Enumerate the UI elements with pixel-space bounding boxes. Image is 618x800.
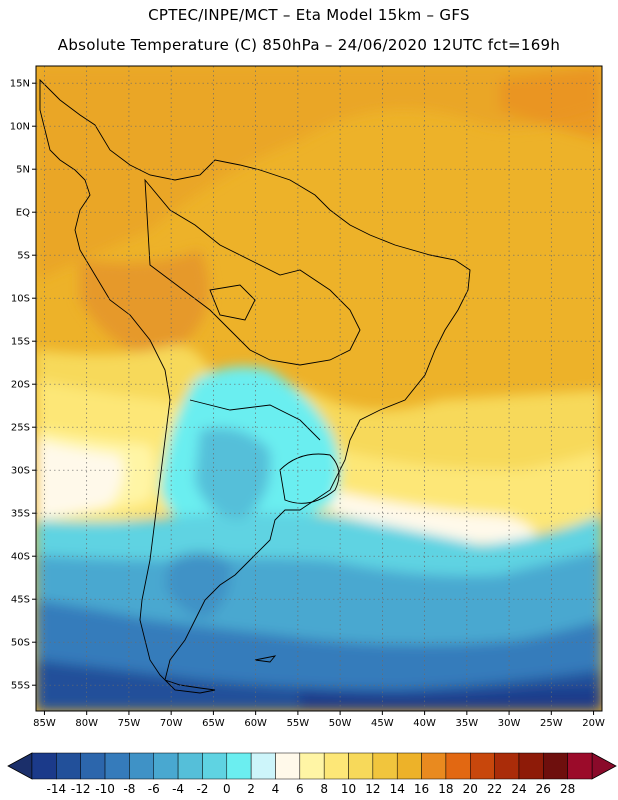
colorbar-tick-label: -12 bbox=[71, 782, 91, 796]
colorbar: -14 -12 -10 -8 -6 -4 -2 0 2 4 6 8 10 12 14 16 18 20 22 24 26… bbox=[7, 752, 617, 796]
colorbar-tick-label: -2 bbox=[196, 782, 208, 796]
lat-label: 10N bbox=[10, 122, 30, 133]
lat-label: 50S bbox=[11, 638, 30, 649]
lat-label: 15N bbox=[10, 79, 30, 90]
lon-label: 35W bbox=[456, 718, 479, 729]
colorbar-swatch bbox=[494, 752, 520, 780]
colorbar-tick-label: 10 bbox=[341, 782, 356, 796]
lat-label: 5S bbox=[17, 251, 30, 262]
lon-label: 75W bbox=[118, 718, 141, 729]
lat-label: 15S bbox=[11, 337, 30, 348]
colorbar-swatch bbox=[299, 752, 325, 780]
colorbar-over-arrow bbox=[591, 752, 617, 780]
lon-label: 40W bbox=[413, 718, 436, 729]
lat-label: 35S bbox=[11, 509, 30, 520]
lat-label: 25S bbox=[11, 423, 30, 434]
colorbar-swatch bbox=[396, 752, 422, 780]
colorbar-tick-label: 0 bbox=[223, 782, 231, 796]
colorbar-swatch bbox=[470, 752, 495, 780]
colorbar-tick-label: 20 bbox=[463, 782, 478, 796]
colorbar-tick-label: 28 bbox=[560, 782, 575, 796]
lat-label: 5N bbox=[16, 165, 30, 176]
colorbar-swatch bbox=[567, 752, 593, 780]
lat-label: 40S bbox=[11, 552, 30, 563]
lat-label: 55S bbox=[11, 681, 30, 692]
colorbar-tick-label: -6 bbox=[148, 782, 160, 796]
latitude-labels: 15N 10N 5N EQ 5S 10S 15S 20S 25S 30S 35S 40S 45S 50S 5… bbox=[10, 79, 36, 692]
colorbar-tick-label: 14 bbox=[390, 782, 405, 796]
colorbar-swatch bbox=[104, 752, 130, 780]
lon-label: 60W bbox=[244, 718, 267, 729]
colorbar-tick-label: 8 bbox=[320, 782, 328, 796]
longitude-labels: 85W 80W 75W 70W 65W 60W 55W 50W 45W 40W 35W 30W 25W 2… bbox=[33, 711, 605, 729]
colorbar-swatch bbox=[226, 752, 252, 780]
colorbar-swatch bbox=[348, 752, 374, 780]
colorbar-swatch bbox=[202, 752, 228, 780]
colorbar-swatch bbox=[445, 752, 471, 780]
colorbar-swatch bbox=[421, 752, 447, 780]
lon-label: 20W bbox=[582, 718, 605, 729]
colorbar-tick-label: 18 bbox=[438, 782, 453, 796]
colorbar-swatch bbox=[323, 752, 349, 780]
lon-label: 50W bbox=[329, 718, 352, 729]
chart-title-line2: Absolute Temperature (C) 850hPa – 24/06/… bbox=[57, 36, 561, 54]
lon-label: 25W bbox=[540, 718, 563, 729]
lat-label: 30S bbox=[11, 466, 30, 477]
lon-label: 45W bbox=[371, 718, 394, 729]
colorbar-tick-label: 2 bbox=[247, 782, 255, 796]
colorbar-tick-label: 4 bbox=[272, 782, 280, 796]
lon-label: 85W bbox=[33, 718, 56, 729]
colorbar-tick-label: 22 bbox=[487, 782, 502, 796]
colorbar-tick-label: 24 bbox=[511, 782, 526, 796]
temperature-field bbox=[36, 66, 602, 711]
colorbar-swatch bbox=[543, 752, 568, 780]
lon-label: 30W bbox=[498, 718, 521, 729]
colorbar-swatch bbox=[129, 752, 154, 780]
colorbar-tick-label: -8 bbox=[123, 782, 135, 796]
colorbar-tick-label: 16 bbox=[414, 782, 429, 796]
lat-label: 45S bbox=[11, 595, 30, 606]
colorbar-tick-label: -14 bbox=[47, 782, 67, 796]
colorbar-swatch bbox=[518, 752, 544, 780]
colorbar-tick-label: -10 bbox=[95, 782, 115, 796]
colorbar-swatch bbox=[177, 752, 203, 780]
lat-label: 10S bbox=[11, 294, 30, 305]
lat-label: EQ bbox=[16, 208, 30, 219]
map-frame bbox=[35, 65, 603, 712]
lon-label: 70W bbox=[160, 718, 183, 729]
colorbar-tick-label: 26 bbox=[536, 782, 551, 796]
coastline bbox=[39, 78, 471, 694]
colorbar-tick-label: -4 bbox=[172, 782, 184, 796]
colorbar-swatch bbox=[56, 752, 81, 780]
lat-label: 20S bbox=[11, 380, 30, 391]
colorbar-tick-label: 12 bbox=[365, 782, 380, 796]
lon-label: 55W bbox=[287, 718, 310, 729]
chart-title-line1: CPTEC/INPE/MCT – Eta Model 15km – GFS bbox=[148, 6, 470, 24]
colorbar-tick-label: 6 bbox=[296, 782, 304, 796]
lon-label: 80W bbox=[75, 718, 98, 729]
colorbar-under-arrow bbox=[7, 752, 33, 780]
lon-label: 65W bbox=[202, 718, 225, 729]
colorbar-swatch bbox=[153, 752, 179, 780]
colorbar-swatch bbox=[275, 752, 301, 780]
colorbar-swatch bbox=[31, 752, 57, 780]
colorbar-swatch bbox=[372, 752, 398, 780]
colorbar-swatch bbox=[80, 752, 106, 780]
colorbar-swatch bbox=[250, 752, 276, 780]
